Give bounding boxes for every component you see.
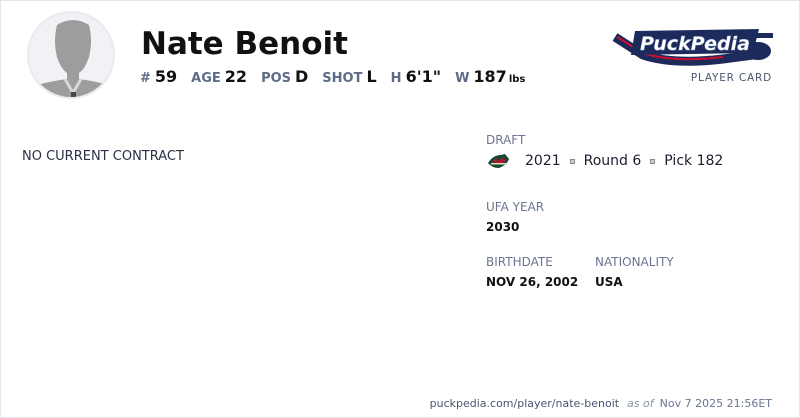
- age-value: 22: [224, 67, 248, 86]
- ufa-year-value: 2030: [486, 220, 520, 234]
- birthdate-label: BIRTHDATE: [486, 255, 553, 269]
- height-value: 6'1": [405, 67, 442, 86]
- puckpedia-logo[interactable]: PuckPedia: [612, 25, 775, 73]
- weight-unit: lbs: [508, 74, 526, 85]
- weight-value: 187: [473, 67, 507, 86]
- draft-info: 2021 Round 6 Pick 182: [487, 153, 723, 169]
- separator-icon: [569, 158, 575, 164]
- ufa-year-label: UFA YEAR: [486, 200, 545, 214]
- number-value: 59: [154, 67, 178, 86]
- nationality-label: NATIONALITY: [595, 255, 674, 269]
- player-name: Nate Benoit: [141, 26, 348, 62]
- player-stats: # 59 AGE 22 POS D SHOT L H 6'1" W 187 lb…: [140, 67, 525, 86]
- separator-icon: [650, 158, 656, 164]
- as-of-label: as of: [627, 397, 654, 410]
- avatar: [27, 11, 115, 99]
- nationality-value: USA: [595, 275, 623, 289]
- person-silhouette-icon: [29, 20, 113, 97]
- contract-status: NO CURRENT CONTRACT: [22, 149, 184, 164]
- birthdate-value: NOV 26, 2002: [486, 275, 579, 289]
- player-url-link[interactable]: puckpedia.com/player/nate-benoit: [429, 397, 620, 410]
- footer: puckpedia.com/player/nate-benoit as of Nov…: [430, 397, 772, 410]
- shot-label: SHOT: [322, 71, 363, 86]
- draft-pick: Pick 182: [664, 153, 724, 169]
- position-label: POS: [261, 71, 292, 86]
- player-card-label: PLAYER CARD: [690, 72, 772, 84]
- svg-text:PuckPedia: PuckPedia: [640, 33, 750, 55]
- shot-value: L: [366, 67, 377, 86]
- age-label: AGE: [191, 71, 221, 86]
- position-value: D: [295, 67, 309, 86]
- minnesota-wild-logo-icon: [488, 154, 509, 168]
- draft-label: DRAFT: [486, 133, 526, 147]
- draft-year: 2021: [525, 153, 561, 169]
- number-label: #: [140, 71, 151, 86]
- draft-round: Round 6: [583, 153, 642, 169]
- weight-label: W: [455, 71, 470, 86]
- height-label: H: [390, 71, 402, 86]
- timestamp: Nov 7 2025 21:56ET: [659, 397, 772, 410]
